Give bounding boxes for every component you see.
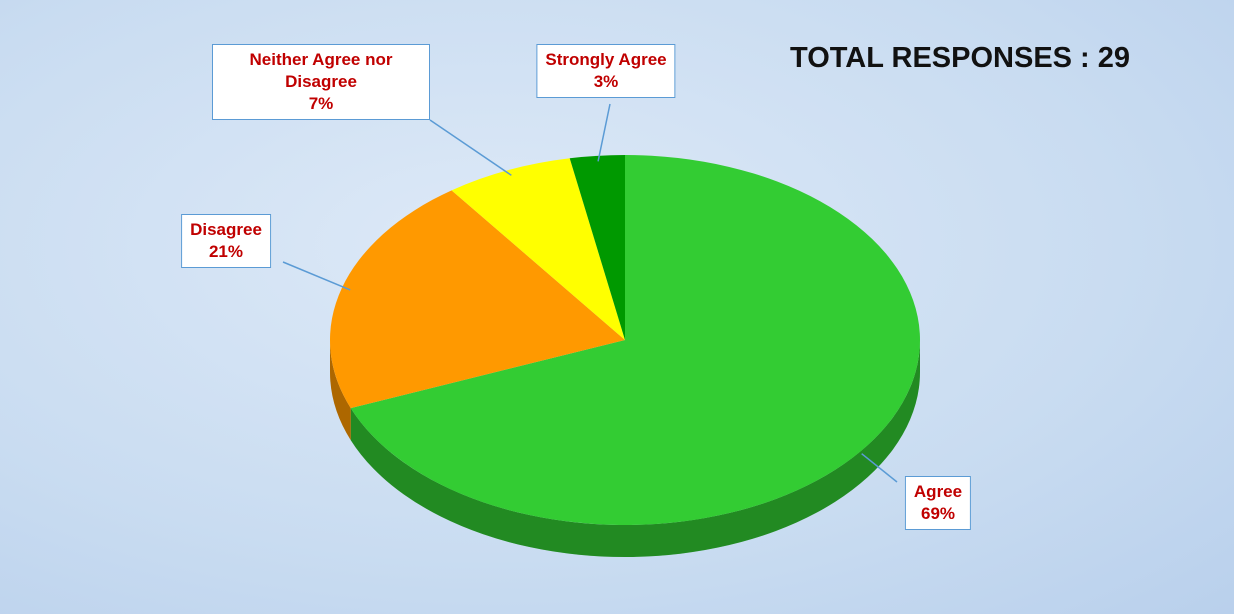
slice [350,155,920,525]
label-value: 21% [208,242,244,261]
chart-title: TOTAL RESPONSES : 29 [790,42,1131,74]
slice [451,158,625,340]
slice-side [350,340,920,557]
label-category: Strongly Agree [545,50,667,69]
slice-side-shade [350,340,920,557]
label-category: Neither Agree nor Disagree [249,50,393,91]
data-label: Agree 69% [904,476,972,530]
label-category: Agree [913,482,963,501]
data-label: Disagree 21% [181,214,271,268]
label-value: 69% [920,504,956,523]
data-label: Neither Agree nor Disagree 7% [212,44,430,120]
leader-line [429,119,512,176]
label-value: 7% [308,94,334,113]
slice [569,155,625,340]
slice-side [330,340,351,441]
leader-line [597,103,611,162]
slice [330,190,625,409]
label-category: Disagree [190,220,262,239]
data-label: Strongly Agree 3% [536,44,676,98]
slice-side-shade [330,340,351,441]
leader-line [282,261,351,291]
leader-line [861,453,898,483]
label-value: 3% [593,72,619,91]
